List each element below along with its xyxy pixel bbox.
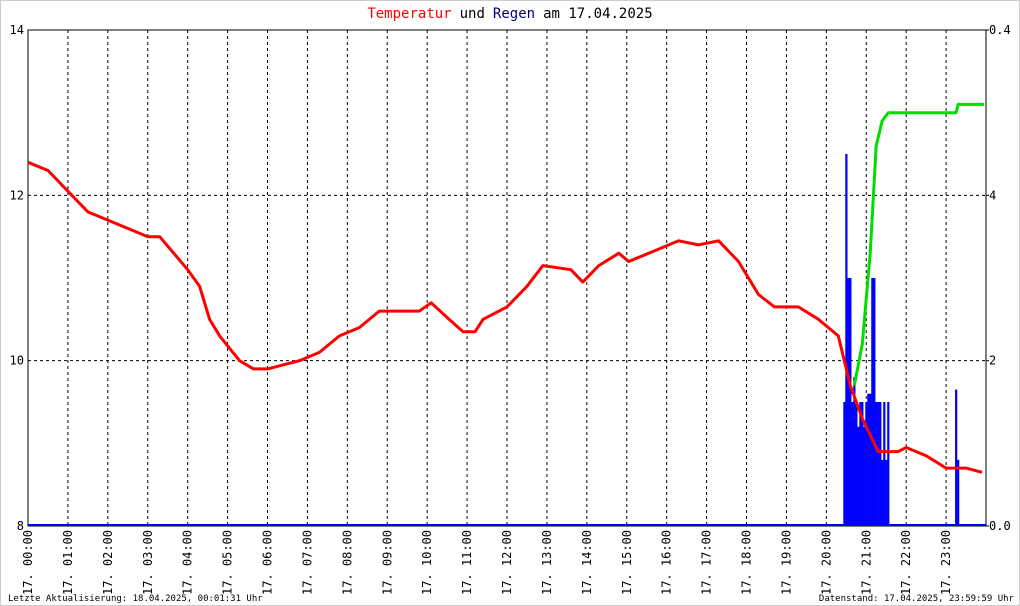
rain-bar <box>955 389 958 526</box>
x-tick-label: 17. 16:00 <box>660 530 674 595</box>
title-part: Regen <box>493 6 535 22</box>
x-tick-label: 17. 01:00 <box>61 530 75 595</box>
rain-bar <box>867 393 870 526</box>
rain-bar <box>859 402 862 526</box>
x-tick-label: 17. 19:00 <box>779 530 793 595</box>
x-tick-label: 17. 03:00 <box>141 530 155 595</box>
x-tick-label: 17. 15:00 <box>620 530 634 595</box>
rain-bar <box>957 459 960 526</box>
x-tick-label: 17. 14:00 <box>580 530 594 595</box>
x-tick-label: 17. 05:00 <box>221 530 235 595</box>
rain-bar <box>849 278 852 526</box>
rain-bar <box>881 459 884 526</box>
x-tick-label: 17. 09:00 <box>380 530 394 595</box>
y-tick-label: 8 <box>17 519 24 533</box>
footer-left: Letzte Aktualisierung: 18.04.2025, 00:01… <box>8 594 263 604</box>
y2-tick-label: 0.4 <box>989 23 1011 37</box>
x-tick-label: 17. 00:00 <box>21 530 35 595</box>
rain-bar <box>855 402 858 526</box>
title-part: Temperatur <box>367 6 451 22</box>
rain-bar <box>863 426 866 526</box>
title-part: und <box>460 6 485 22</box>
rain-bar <box>865 402 868 526</box>
x-tick-label: 17. 22:00 <box>899 530 913 595</box>
y-tick-label: 14 <box>10 23 24 37</box>
rain-bar <box>847 278 850 526</box>
y2-tick-label: 4 <box>989 188 996 202</box>
rain-bar <box>875 402 878 526</box>
y-tick-label: 12 <box>10 188 24 202</box>
rain-bar <box>871 278 874 526</box>
chart-title: Temperatur und Regen am 17.04.2025 <box>367 6 652 22</box>
rain-bar <box>857 426 860 526</box>
x-tick-label: 17. 12:00 <box>500 530 514 595</box>
x-tick-label: 17. 02:00 <box>101 530 115 595</box>
rain-bar <box>869 393 872 526</box>
x-tick-label: 17. 13:00 <box>540 530 554 595</box>
y2-tick-label: 0.0 <box>989 519 1011 533</box>
x-tick-label: 17. 20:00 <box>819 530 833 595</box>
x-tick-label: 17. 21:00 <box>859 530 873 595</box>
x-tick-label: 17. 17:00 <box>700 530 714 595</box>
data-line <box>27 160 983 474</box>
x-tick-label: 17. 10:00 <box>420 530 434 595</box>
x-tick-label: 17. 07:00 <box>300 530 314 595</box>
x-tick-label: 17. 11:00 <box>460 530 474 595</box>
x-tick-label: 17. 18:00 <box>740 530 754 595</box>
x-tick-label: 17. 06:00 <box>261 530 275 595</box>
rain-bar <box>861 402 864 526</box>
x-tick-label: 17. 08:00 <box>340 530 354 595</box>
rain-bar <box>853 377 856 526</box>
rain-bar <box>877 402 880 526</box>
x-tick-label: 17. 04:00 <box>181 530 195 595</box>
rain-bar <box>843 402 846 526</box>
rain-bar <box>883 402 886 526</box>
y-tick-label: 10 <box>10 354 24 368</box>
rain-bar <box>885 459 888 526</box>
rain-bar <box>879 402 882 526</box>
rain-bar <box>873 278 876 526</box>
footer-right: Datenstand: 17.04.2025, 23:59:59 Uhr <box>819 594 1015 604</box>
y2-tick-label: 2 <box>989 354 996 368</box>
x-tick-label: 17. 23:00 <box>939 530 953 595</box>
data-line <box>852 102 984 386</box>
rain-bar <box>851 402 854 526</box>
rain-bar <box>887 402 890 526</box>
rain-bar <box>845 154 848 526</box>
title-part: am 17.04.2025 <box>543 6 653 22</box>
